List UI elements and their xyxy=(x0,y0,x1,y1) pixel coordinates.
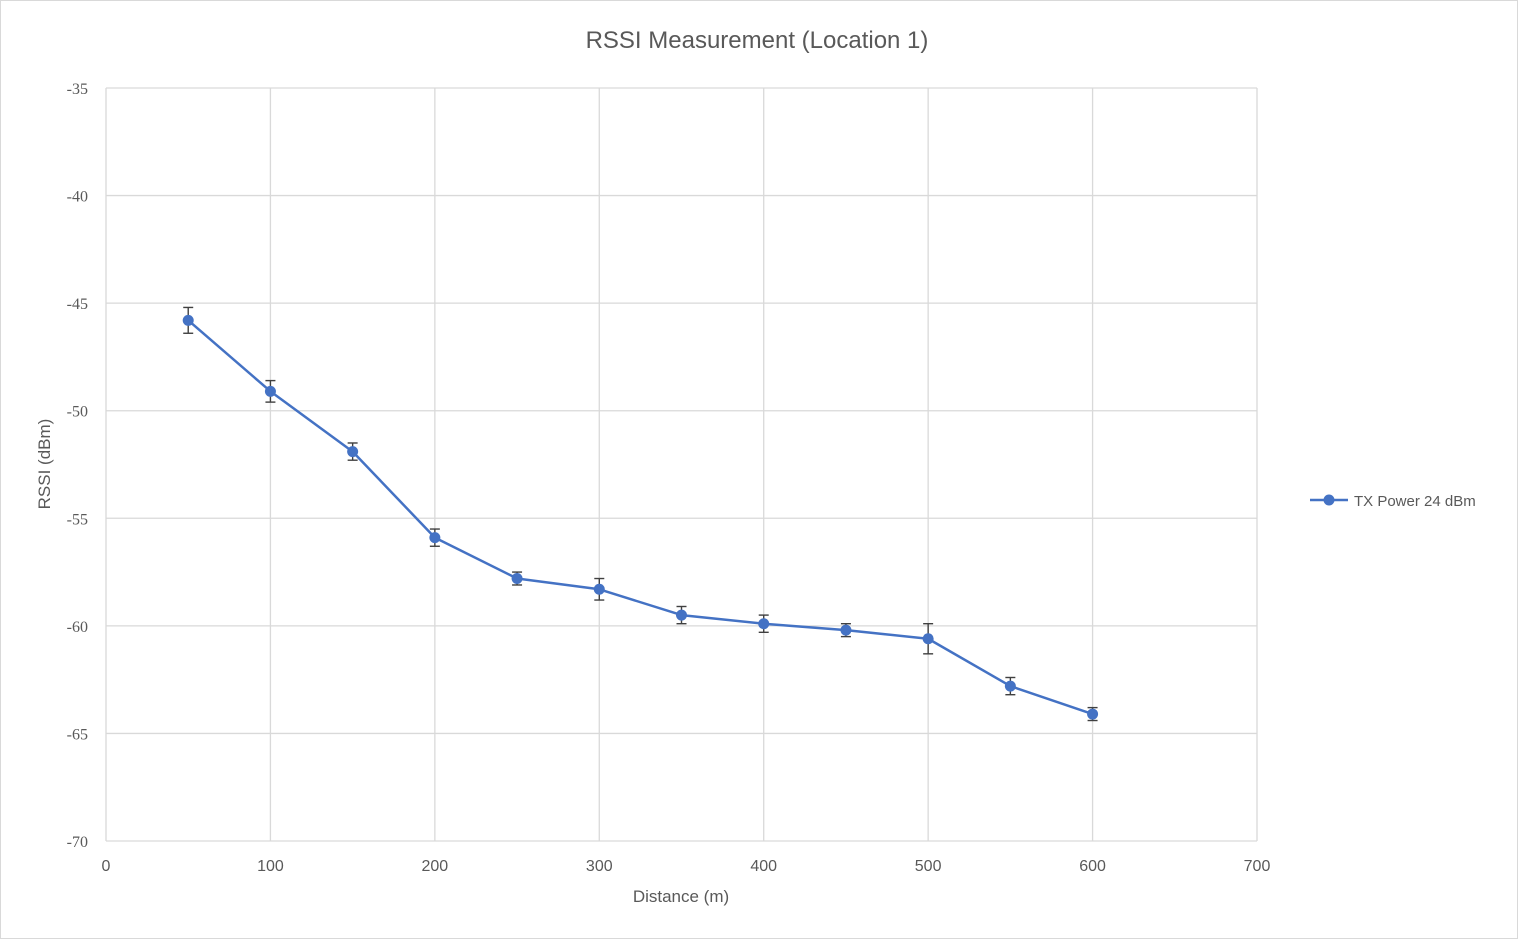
data-point xyxy=(758,618,770,630)
data-point xyxy=(264,385,276,397)
x-tick-label: 600 xyxy=(1079,858,1106,875)
series-line xyxy=(187,319,1093,716)
y-tick-label: -55 xyxy=(67,511,88,528)
x-axis-title: Distance (m) xyxy=(633,887,729,906)
data-point xyxy=(347,446,359,458)
y-tick-label: -50 xyxy=(67,404,88,421)
data-point xyxy=(840,624,852,636)
y-tick-label: -65 xyxy=(67,726,88,743)
x-tick-label: 500 xyxy=(915,858,942,875)
y-axis-ticks: -35 -40 -45 -50 -55 -60 -65 -70 xyxy=(67,81,88,851)
data-point xyxy=(676,609,687,621)
legend: TX Power 24 dBm xyxy=(1310,493,1476,510)
x-tick-label: 0 xyxy=(102,858,111,875)
chart-title: RSSI Measurement (Location 1) xyxy=(586,27,929,54)
legend-label: TX Power 24 dBm xyxy=(1354,493,1476,510)
y-tick-label: -35 xyxy=(67,81,88,98)
data-point xyxy=(1004,680,1016,692)
legend-marker xyxy=(1323,494,1335,506)
data-point xyxy=(1087,708,1099,720)
x-tick-label: 200 xyxy=(422,858,449,875)
x-tick-label: 100 xyxy=(257,858,284,875)
y-tick-label: -40 xyxy=(67,189,88,206)
y-axis-title: RSSI (dBm) xyxy=(35,419,54,510)
series-layer xyxy=(182,306,1099,722)
x-tick-label: 700 xyxy=(1244,858,1271,875)
data-point xyxy=(593,583,605,595)
data-point xyxy=(429,532,441,544)
y-tick-label: -70 xyxy=(67,834,88,851)
y-tick-label: -45 xyxy=(67,296,88,313)
y-tick-label: -60 xyxy=(67,619,88,636)
x-axis-ticks: 0 100 200 300 400 500 600 700 xyxy=(102,858,1271,875)
x-tick-label: 400 xyxy=(750,858,777,875)
data-point xyxy=(182,314,194,326)
data-point xyxy=(511,573,523,585)
x-tick-label: 300 xyxy=(586,858,613,875)
data-point xyxy=(922,633,934,645)
gridlines xyxy=(105,87,1258,842)
